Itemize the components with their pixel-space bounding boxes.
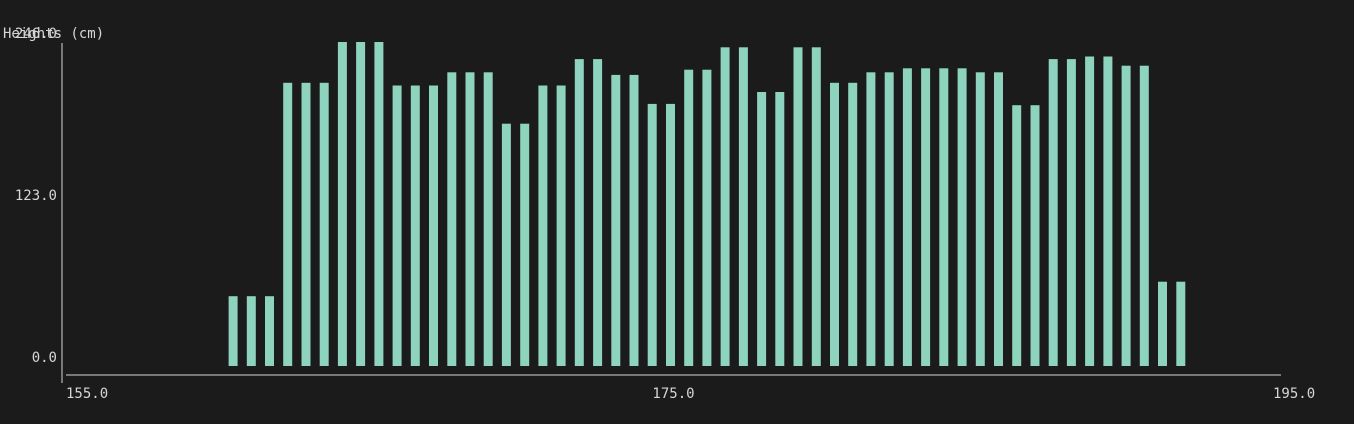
x-tick-label-2: 195.0 <box>1273 386 1315 402</box>
x-axis-ticks: 155.0 175.0 195.0 <box>66 386 1315 402</box>
y-tick-label-1: 123.0 <box>15 188 57 204</box>
bar-8 <box>374 42 384 366</box>
bar-49 <box>1121 65 1131 366</box>
bar-45 <box>1048 59 1058 366</box>
bar-51 <box>1158 281 1167 366</box>
bar-18 <box>556 85 566 366</box>
bar-43 <box>1012 105 1022 366</box>
bar-28 <box>738 47 748 367</box>
bar-26 <box>702 69 712 366</box>
bar-2 <box>265 296 274 366</box>
bar-5 <box>319 82 329 367</box>
bar-50 <box>1139 65 1149 366</box>
bar-24 <box>666 103 675 367</box>
bar-17 <box>538 85 548 366</box>
bar-29 <box>757 92 767 366</box>
bar-23 <box>647 103 657 367</box>
bar-34 <box>848 82 858 367</box>
bar-42 <box>994 72 1003 367</box>
bar-36 <box>884 72 894 367</box>
bar-15 <box>501 123 511 366</box>
bar-0 <box>228 296 238 366</box>
bar-22 <box>629 74 639 367</box>
bar-6 <box>337 42 347 366</box>
bar-39 <box>939 68 949 367</box>
bar-21 <box>611 74 621 367</box>
x-tick-label-0: 155.0 <box>66 386 108 402</box>
bar-32 <box>811 47 821 367</box>
y-tick-label-0: 0.0 <box>32 350 57 366</box>
bars-group <box>228 42 1186 367</box>
bar-48 <box>1103 56 1113 366</box>
bar-19 <box>574 59 584 366</box>
bar-1 <box>246 296 256 366</box>
bar-10 <box>410 85 420 366</box>
bar-11 <box>429 85 438 366</box>
bar-40 <box>957 68 967 367</box>
bar-44 <box>1030 105 1040 366</box>
bar-46 <box>1066 59 1076 366</box>
x-tick-label-1: 175.0 <box>652 386 694 402</box>
bar-47 <box>1085 56 1095 366</box>
bar-13 <box>465 72 475 367</box>
bar-14 <box>483 72 493 367</box>
bar-33 <box>830 82 839 367</box>
bar-41 <box>975 72 985 367</box>
bar-9 <box>392 85 402 366</box>
y-tick-label-2: 246.0 <box>15 26 57 42</box>
chart-title: Heights (cm) <box>3 26 104 42</box>
bar-31 <box>793 47 803 367</box>
bar-52 <box>1176 281 1186 366</box>
bar-37 <box>902 68 912 367</box>
bar-25 <box>684 69 694 366</box>
bar-4 <box>301 82 311 367</box>
bar-35 <box>866 72 876 367</box>
bar-30 <box>775 92 785 366</box>
bar-3 <box>283 82 293 367</box>
bar-27 <box>720 47 730 367</box>
bar-16 <box>520 123 530 366</box>
bar-12 <box>447 72 457 367</box>
bar-7 <box>356 42 366 366</box>
y-axis-ticks: 0.0 123.0 246.0 <box>15 26 57 366</box>
bar-38 <box>921 68 931 367</box>
bar-20 <box>593 59 603 366</box>
